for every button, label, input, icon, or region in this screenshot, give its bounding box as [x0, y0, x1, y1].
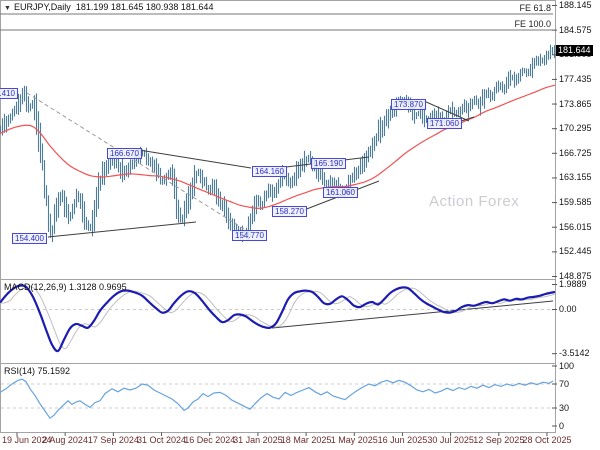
price-axis-label: 152.445 [559, 246, 592, 257]
macd-axis-label: -3.5142 [559, 348, 590, 359]
collapse-icon[interactable]: ▼ [4, 5, 11, 12]
date-axis-label: 16 Dec 2024 [184, 435, 236, 445]
dashed-trendline[interactable] [26, 92, 253, 235]
price-level-label[interactable]: 164.160 [252, 165, 287, 177]
rsi-label: RSI(14) 75.1592 [4, 366, 71, 376]
trendline[interactable] [423, 100, 470, 122]
rsi-axis-label: 100 [559, 360, 575, 371]
trendline[interactable] [138, 149, 252, 169]
trendline[interactable] [271, 300, 554, 329]
fib-projection-label: FE 61.8 [519, 3, 551, 14]
price-level-label[interactable]: 166.670 [107, 148, 142, 160]
axis-tick-marks [16, 5, 557, 436]
date-axis-label: 30 Jul 2025 [427, 435, 474, 445]
price-axis-label: 156.015 [559, 221, 592, 232]
rsi-line[interactable] [0, 378, 554, 420]
price-axis-label: 166.725 [559, 147, 592, 158]
price-level-label[interactable]: 173.870 [391, 98, 426, 110]
price-axis-label: 173.865 [559, 98, 592, 109]
price-level-label[interactable]: 175.410 [0, 87, 18, 99]
date-axis-label: 31 Oct 2024 [137, 435, 187, 445]
date-axis-label: 31 Jan 2025 [233, 435, 283, 445]
fibonacci-projection-lines[interactable] [0, 13, 553, 31]
trendline[interactable] [47, 221, 197, 238]
price-axis-label: 170.295 [559, 123, 592, 134]
price-level-label[interactable]: 154.400 [12, 232, 47, 244]
trendline[interactable] [460, 116, 475, 122]
panel-frame [0, 0, 556, 280]
date-axis-label: 17 Sep 2024 [87, 435, 139, 445]
rsi-indicator[interactable] [0, 378, 554, 420]
indicator-level-lines [1, 309, 555, 409]
panel-frame [0, 363, 556, 433]
moving-average-path[interactable] [0, 84, 556, 210]
price-axis-label: 188.145 [559, 0, 592, 10]
price-level-label[interactable]: 165.190 [311, 158, 346, 170]
date-axis-label: 2 Aug 2024 [42, 435, 88, 445]
panel-borders [0, 0, 556, 433]
price-axis-label: 159.585 [559, 197, 592, 208]
price-level-label[interactable]: 161.060 [323, 186, 358, 198]
price-level-label[interactable]: 154.770 [232, 230, 267, 242]
current-price-badge: 181.644 [556, 44, 593, 56]
date-axis-label: 16 Jun 2025 [377, 435, 428, 445]
rsi-axis-label: 70 [559, 378, 570, 389]
date-axis-label: 18 Mar 2025 [280, 435, 332, 445]
price-level-label[interactable]: 158.270 [272, 206, 307, 218]
rsi-axis-label: 0 [559, 420, 565, 431]
macd-signal-line [0, 286, 556, 350]
macd-axis-label: 0.00 [559, 304, 577, 314]
price-axis-label: 184.575 [559, 24, 592, 35]
rsi-axis-label: 30 [559, 402, 570, 413]
date-axis-label: 19 Jun 2024 [2, 435, 52, 445]
macd-axis-label: 1.9889 [559, 279, 587, 289]
price-axis-label: 163.155 [559, 172, 592, 183]
watermark: Action Forex [429, 193, 520, 210]
price-axis-label: 177.435 [559, 73, 592, 84]
ohlc-values: 181.199 181.645 180.938 181.644 [75, 2, 214, 12]
macd-indicator[interactable] [0, 284, 556, 353]
macd-label: MACD(12,26,9) 1.3128 0.9695 [4, 282, 127, 292]
chart-title: ▼ EURJPY,Daily 181.199 181.645 180.938 18… [4, 2, 213, 12]
moving-average-line[interactable] [0, 84, 556, 210]
date-axis-label: 28 Oct 2025 [522, 435, 572, 445]
symbol-period-label: EURJPY,Daily [13, 2, 71, 12]
price-level-label[interactable]: 171.060 [427, 117, 462, 129]
fib-projection-label: FE 100.0 [514, 19, 551, 30]
macd-main-line[interactable] [0, 284, 556, 353]
date-axis-label: 12 Sep 2025 [473, 435, 525, 445]
price-axis-label: 148.875 [559, 271, 592, 281]
date-axis-label: 1 May 2025 [330, 435, 378, 445]
